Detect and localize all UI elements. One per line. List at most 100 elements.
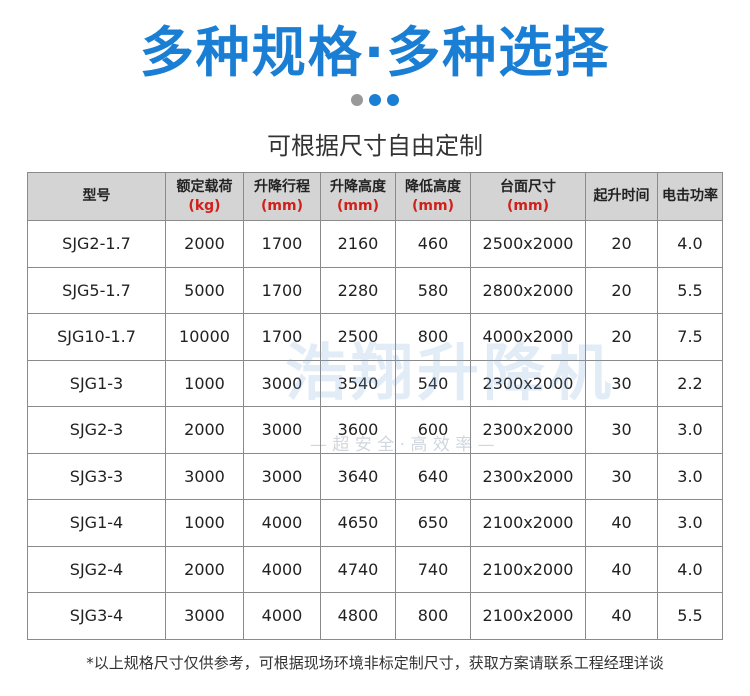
cell: 1700: [243, 266, 321, 314]
column-header: 降低高度 (mm): [395, 172, 471, 221]
cell: 3000: [165, 592, 244, 640]
cell: 4650: [320, 499, 396, 547]
cell: 460: [395, 220, 471, 268]
column-label: 升降高度: [330, 178, 386, 195]
column-header: 台面尺寸 (mm): [470, 172, 586, 221]
column-unit: (mm): [507, 197, 549, 214]
column-label: 台面尺寸: [500, 178, 556, 195]
table-row: SJG1-4 1000 4000 4650 650 2100x2000 40 3.0: [27, 499, 723, 547]
spec-table: 型号 额定载荷 (kg) 升降行程 (mm) 升降高度 (mm) 降低高度 (mm) 台面尺寸 (m…: [27, 172, 723, 640]
cell: 540: [395, 359, 471, 407]
cell: 3.0: [657, 406, 723, 454]
cell: 40: [585, 499, 658, 547]
column-label: 额定载荷: [176, 178, 233, 195]
cell: 740: [395, 545, 471, 593]
subtitle: 可根据尺寸自由定制: [267, 132, 483, 160]
table-row: SJG2-4 2000 4000 4740 740 2100x2000 40 4.0: [27, 545, 723, 593]
cell: 2800x2000: [470, 266, 586, 314]
cell: SJG2-4: [27, 545, 166, 593]
column-label: 电击功率: [662, 188, 718, 204]
cell: 2300x2000: [470, 359, 586, 407]
column-label: 型号: [82, 188, 111, 204]
cell: 3000: [165, 452, 244, 500]
cell: 3000: [243, 406, 321, 454]
cell: SJG2-3: [27, 406, 166, 454]
column-header: 起升时间: [585, 172, 658, 221]
cell: 4000: [243, 592, 321, 640]
cell: SJG1-3: [27, 359, 166, 407]
cell: 2500x2000: [470, 220, 586, 268]
cell: 1000: [165, 359, 244, 407]
cell: 4740: [320, 545, 396, 593]
table-row: SJG3-4 3000 4000 4800 800 2100x2000 40 5.5: [27, 592, 723, 640]
cell: 2100x2000: [470, 592, 586, 640]
cell: 3640: [320, 452, 396, 500]
cell: 2280: [320, 266, 396, 314]
table-row: SJG1-3 1000 3000 3540 540 2300x2000 30 2.2: [27, 359, 723, 407]
cell: 4.0: [657, 220, 723, 268]
cell: 2100x2000: [470, 545, 586, 593]
footnote: *以上规格尺寸仅供参考，可根据现场环境非标定制尺寸，获取方案请联系工程经理详谈: [86, 654, 664, 672]
cell: 4.0: [657, 545, 723, 593]
cell: 5.5: [657, 592, 723, 640]
table-row: SJG10-1.7 10000 1700 2500 800 4000x2000 20 7.5: [27, 313, 723, 361]
cell: 5.5: [657, 266, 723, 314]
column-header: 型号: [27, 172, 166, 221]
title: 多种规格·多种选择: [139, 21, 611, 84]
cell: SJG1-4: [27, 499, 166, 547]
column-label: 升降行程: [254, 178, 310, 195]
column-header: 升降高度 (mm): [320, 172, 396, 221]
column-header: 额定载荷 (kg): [165, 172, 244, 221]
cell: 1700: [243, 220, 321, 268]
cell: 2000: [165, 545, 244, 593]
cell: 640: [395, 452, 471, 500]
column-label: 起升时间: [593, 188, 650, 204]
cell: 7.5: [657, 313, 723, 361]
cell: 40: [585, 592, 658, 640]
table-row: SJG2-3 2000 3000 3600 600 2300x2000 30 3.0: [27, 406, 723, 454]
cell: 40: [585, 545, 658, 593]
column-unit: (kg): [188, 197, 221, 214]
column-unit: (mm): [412, 197, 454, 214]
cell: 3.0: [657, 452, 723, 500]
cell: 2.2: [657, 359, 723, 407]
cell: 2500: [320, 313, 396, 361]
cell: 3.0: [657, 499, 723, 547]
cell: 3000: [243, 359, 321, 407]
cell: SJG10-1.7: [27, 313, 166, 361]
cell: 4000: [243, 545, 321, 593]
cell: 2300x2000: [470, 406, 586, 454]
cell: 4000: [243, 499, 321, 547]
cell: 10000: [165, 313, 244, 361]
cell: 600: [395, 406, 471, 454]
cell: 580: [395, 266, 471, 314]
cell: 3540: [320, 359, 396, 407]
cell: 2300x2000: [470, 452, 586, 500]
cell: 800: [395, 592, 471, 640]
cell: 2160: [320, 220, 396, 268]
cell: 2000: [165, 220, 244, 268]
cell: 2100x2000: [470, 499, 586, 547]
cell: 650: [395, 499, 471, 547]
table-row: SJG3-3 3000 3000 3640 640 2300x2000 30 3.0: [27, 452, 723, 500]
cell: SJG2-1.7: [27, 220, 166, 268]
column-header: 升降行程 (mm): [243, 172, 321, 221]
table-row: SJG5-1.7 5000 1700 2280 580 2800x2000 20 5.5: [27, 266, 723, 314]
cell: 20: [585, 266, 658, 314]
column-unit: (mm): [261, 197, 303, 214]
cell: 4800: [320, 592, 396, 640]
cell: 20: [585, 220, 658, 268]
column-label: 降低高度: [405, 178, 461, 195]
column-unit: (mm): [337, 197, 379, 214]
cell: SJG5-1.7: [27, 266, 166, 314]
cell: 3000: [243, 452, 321, 500]
cell: 30: [585, 359, 658, 407]
cell: SJG3-4: [27, 592, 166, 640]
cell: 1700: [243, 313, 321, 361]
cell: 3600: [320, 406, 396, 454]
cell: 30: [585, 406, 658, 454]
table-row: SJG2-1.7 2000 1700 2160 460 2500x2000 20 4.0: [27, 220, 723, 268]
cell: 4000x2000: [470, 313, 586, 361]
cell: 800: [395, 313, 471, 361]
